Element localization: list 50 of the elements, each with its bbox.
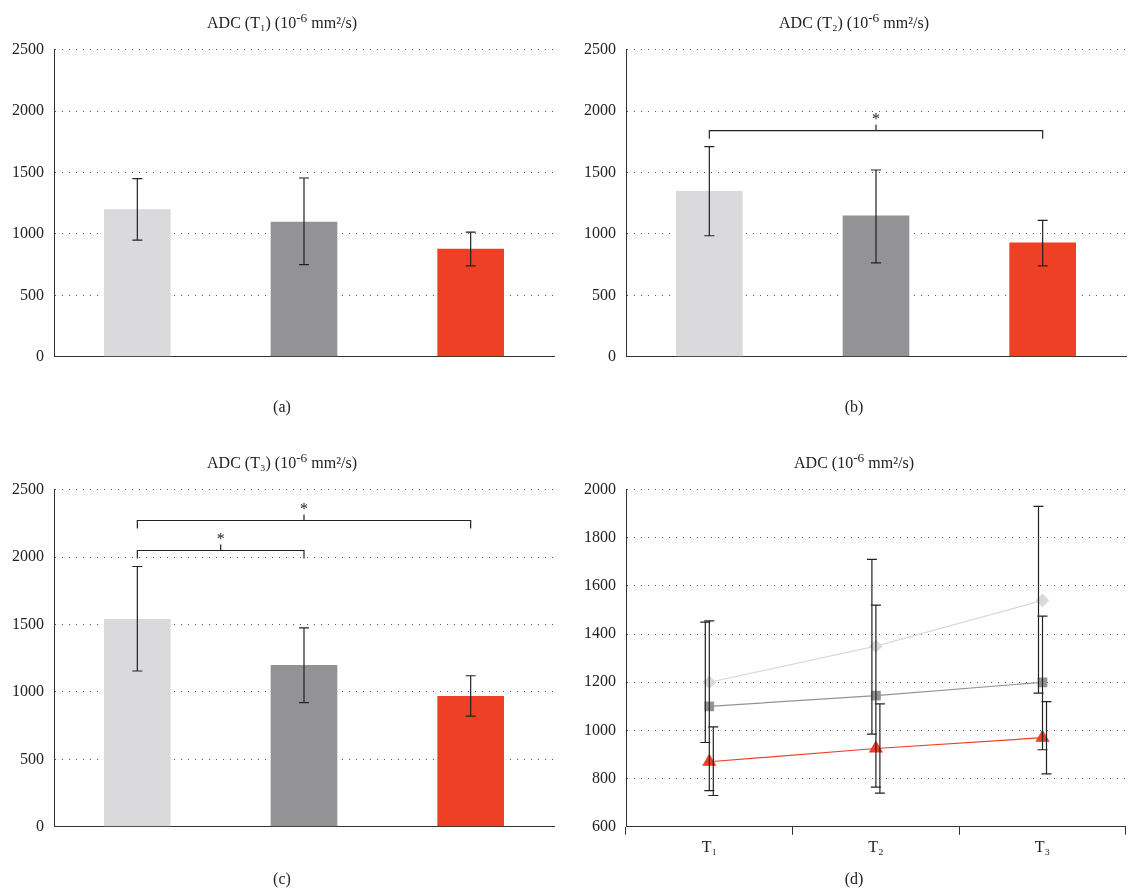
bar [1009,242,1076,357]
bar [437,695,504,827]
chart-title: ADC (T₂) (10$^{-6}$ mm²/s) [778,9,930,32]
x-tick-label: T₃ [1034,837,1051,855]
bar [270,221,338,357]
point [1035,593,1050,607]
y-tick-label: 2000 [584,479,616,497]
y-tick-label: 800 [592,768,616,786]
bar [104,619,171,827]
annotation: * [216,529,225,547]
y-tick-label: 2500 [584,39,616,57]
y-tick-label: 600 [592,817,616,834]
y-tick-label: 500 [592,285,616,303]
y-tick-label: 500 [20,285,44,303]
chart-title: ADC (T₁) (10$^{-6}$ mm²/s) [206,9,358,32]
y-tick-label: 1000 [584,720,616,738]
y-tick-label: 2500 [12,479,44,497]
annotation: * [872,109,880,127]
x-tick-label: T₂ [868,837,884,855]
y-tick-label: 1600 [584,576,616,594]
y-tick-label: 2500 [12,39,44,57]
y-tick-label: 0 [36,347,44,364]
bar [104,209,171,357]
y-tick-label: 2000 [12,547,44,565]
y-tick-label: 1000 [12,224,44,242]
text: (b) [843,398,865,416]
chart-title: ADC (10$^{-6}$ mm²/s) [793,449,915,472]
bar [842,215,910,357]
y-tick-label: 2000 [584,101,616,119]
y-tick-label: 1400 [584,624,616,642]
x-tick-label: T₁ [701,837,717,855]
text: (c) [272,870,292,888]
y-tick-label: 1500 [584,162,616,180]
chart-title: ADC (T₃) (10$^{-6}$ mm²/s) [206,449,358,472]
y-tick-label: 1200 [584,672,616,690]
bar [270,664,338,827]
y-tick-label: 2000 [12,101,44,119]
annotation: * [300,499,308,517]
y-tick-label: 0 [608,347,616,364]
text: (d) [843,870,865,888]
text: (a) [272,398,292,416]
y-tick-label: 500 [20,749,44,767]
y-tick-label: 1000 [12,682,44,700]
bar [676,190,743,357]
y-tick-label: 1500 [12,162,44,180]
y-tick-label: 1000 [584,224,616,242]
y-tick-label: 1500 [12,614,44,632]
bar [437,248,504,357]
y-tick-label: 0 [36,817,44,834]
y-tick-label: 1800 [584,527,616,545]
